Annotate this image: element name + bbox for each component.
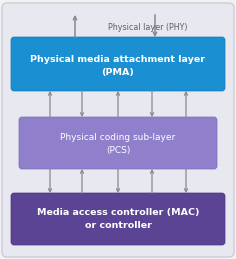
Text: Physical coding sub-layer: Physical coding sub-layer — [60, 133, 176, 141]
Text: (PCS): (PCS) — [106, 146, 130, 155]
FancyBboxPatch shape — [11, 37, 225, 91]
Text: Physical layer (PHY): Physical layer (PHY) — [108, 24, 188, 32]
Text: (PMA): (PMA) — [101, 68, 135, 76]
Text: Media access controller (MAC): Media access controller (MAC) — [37, 207, 199, 217]
FancyBboxPatch shape — [2, 3, 234, 257]
Text: Physical media attachment layer: Physical media attachment layer — [30, 54, 206, 63]
FancyBboxPatch shape — [11, 193, 225, 245]
Text: or controller: or controller — [84, 220, 152, 229]
FancyBboxPatch shape — [19, 117, 217, 169]
